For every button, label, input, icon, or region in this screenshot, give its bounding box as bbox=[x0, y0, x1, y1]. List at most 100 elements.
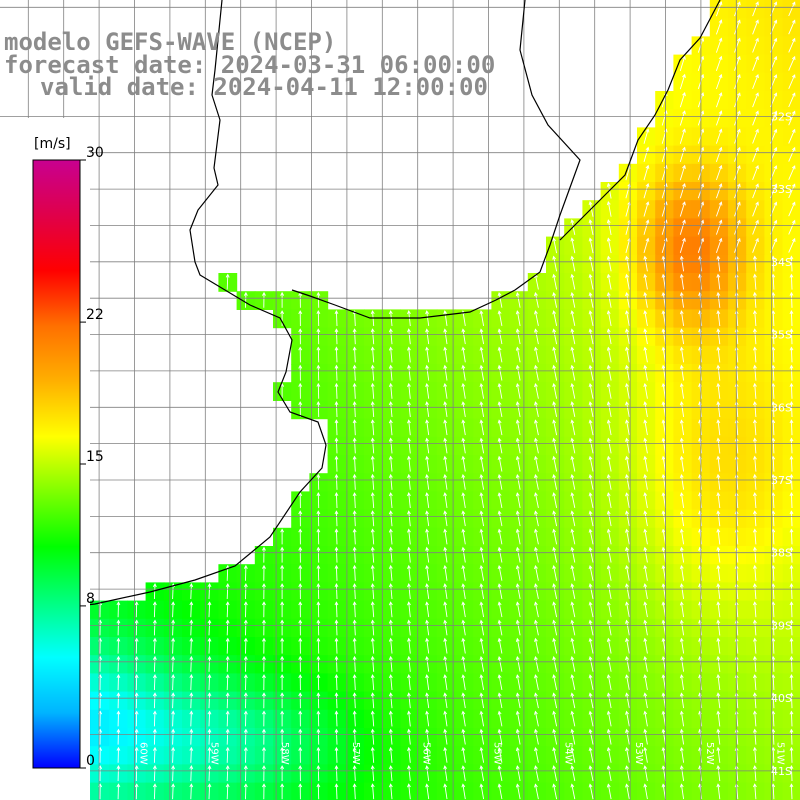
wind-arrow bbox=[643, 492, 648, 508]
wind-arrow bbox=[552, 455, 558, 472]
wind-arrow bbox=[570, 765, 576, 781]
wind-arrow bbox=[152, 601, 157, 618]
wind-arrow bbox=[515, 710, 521, 727]
wind-arrow bbox=[752, 255, 757, 272]
wind-arrow bbox=[262, 710, 266, 727]
wind-arrow bbox=[643, 783, 648, 800]
wind-arrow bbox=[515, 546, 521, 563]
wind-arrow bbox=[407, 783, 411, 800]
wind-arrow bbox=[352, 473, 357, 490]
wind-arrow bbox=[407, 455, 411, 472]
wind-arrow bbox=[771, 728, 776, 745]
wind-arrow bbox=[771, 310, 776, 327]
wind-arrow bbox=[134, 710, 139, 727]
wind-arrow bbox=[643, 637, 648, 654]
wind-arrow bbox=[734, 165, 741, 181]
title-forecast-date: forecast date: 2024-03-31 06:00:00 bbox=[4, 51, 495, 79]
wind-arrow bbox=[334, 564, 339, 581]
wind-arrow bbox=[425, 583, 430, 599]
wind-arrow bbox=[643, 255, 648, 272]
wind-arrow bbox=[134, 746, 139, 763]
wind-arrow bbox=[771, 291, 776, 308]
wind-arrow bbox=[771, 564, 776, 581]
wind-arrow bbox=[134, 783, 139, 800]
wind-arrow bbox=[443, 765, 448, 781]
wind-arrow bbox=[479, 619, 485, 636]
wind-arrow bbox=[606, 583, 612, 599]
wind-arrow bbox=[152, 710, 157, 727]
wind-arrow bbox=[497, 492, 503, 508]
wind-arrow bbox=[606, 546, 612, 563]
wind-arrow bbox=[788, 237, 796, 253]
wind-arrow bbox=[116, 601, 121, 618]
wind-arrow bbox=[788, 55, 796, 71]
title-model: modelo GEFS-WAVE (NCEP) bbox=[4, 28, 336, 56]
wind-arrow bbox=[570, 692, 576, 709]
wind-arrow bbox=[443, 710, 448, 727]
wind-arrow bbox=[716, 765, 721, 782]
wind-arrow bbox=[298, 510, 303, 527]
latitude-labels: 32S 33S 34S 35S 36S 37S 38S 39S 40S 41S bbox=[771, 110, 792, 778]
wind-arrow bbox=[643, 728, 648, 745]
wind-arrow bbox=[771, 510, 776, 527]
wind-arrow bbox=[443, 328, 448, 345]
wind-arrow bbox=[534, 401, 539, 417]
wind-arrow bbox=[479, 364, 485, 381]
latitude-label: 34S bbox=[771, 256, 792, 269]
wind-arrow bbox=[515, 674, 521, 690]
wind-arrow bbox=[625, 655, 630, 672]
wind-arrow bbox=[352, 601, 357, 618]
wind-arrow bbox=[243, 619, 248, 636]
wind-arrow bbox=[606, 674, 612, 690]
wind-arrow bbox=[298, 583, 303, 600]
wind-arrow bbox=[625, 328, 630, 345]
wind-arrow bbox=[461, 328, 466, 345]
wind-arrow bbox=[443, 310, 448, 326]
wind-arrow bbox=[552, 291, 558, 308]
wind-arrow bbox=[334, 746, 339, 763]
wind-arrow bbox=[443, 437, 448, 454]
wind-arrow bbox=[298, 728, 303, 745]
wind-arrow bbox=[443, 346, 448, 363]
wind-arrow bbox=[171, 783, 176, 800]
wind-arrow bbox=[298, 328, 303, 345]
wind-arrow bbox=[643, 328, 648, 345]
wind-arrow bbox=[334, 528, 339, 545]
wind-arrow bbox=[643, 510, 648, 527]
wind-arrow bbox=[370, 346, 375, 363]
wind-arrow bbox=[407, 692, 411, 709]
wind-arrow bbox=[134, 601, 139, 618]
wind-arrow bbox=[752, 655, 757, 672]
wind-arrow bbox=[534, 346, 539, 363]
wind-arrow bbox=[643, 164, 650, 181]
wind-arrow bbox=[534, 546, 539, 563]
wind-arrow bbox=[497, 291, 503, 308]
wind-arrow bbox=[425, 637, 430, 654]
wind-arrow bbox=[370, 382, 375, 399]
wind-arrow bbox=[388, 419, 393, 436]
wind-arrow bbox=[479, 783, 485, 800]
wind-arrow bbox=[606, 619, 612, 636]
wind-arrow bbox=[280, 728, 285, 745]
wind-arrow bbox=[679, 219, 686, 235]
wind-arrow bbox=[152, 619, 157, 636]
wind-arrow bbox=[570, 291, 576, 308]
wind-arrow bbox=[716, 364, 721, 381]
wind-arrow bbox=[752, 437, 757, 454]
wind-arrow bbox=[461, 674, 466, 690]
wind-arrow bbox=[443, 419, 448, 436]
wind-arrow bbox=[443, 583, 448, 599]
wind-arrow bbox=[407, 637, 411, 654]
wind-arrow bbox=[679, 692, 685, 709]
wind-arrow bbox=[407, 674, 411, 691]
wind-arrow bbox=[752, 55, 759, 71]
wind-arrow bbox=[443, 492, 448, 508]
wind-arrow bbox=[716, 528, 721, 545]
wind-arrow bbox=[352, 328, 357, 345]
wind-arrow bbox=[588, 437, 594, 454]
wind-arrow bbox=[588, 710, 594, 727]
wind-arrow bbox=[643, 692, 648, 709]
longitude-label: 52W bbox=[704, 742, 715, 765]
wind-arrow bbox=[752, 546, 757, 563]
wind-arrow bbox=[606, 728, 612, 745]
